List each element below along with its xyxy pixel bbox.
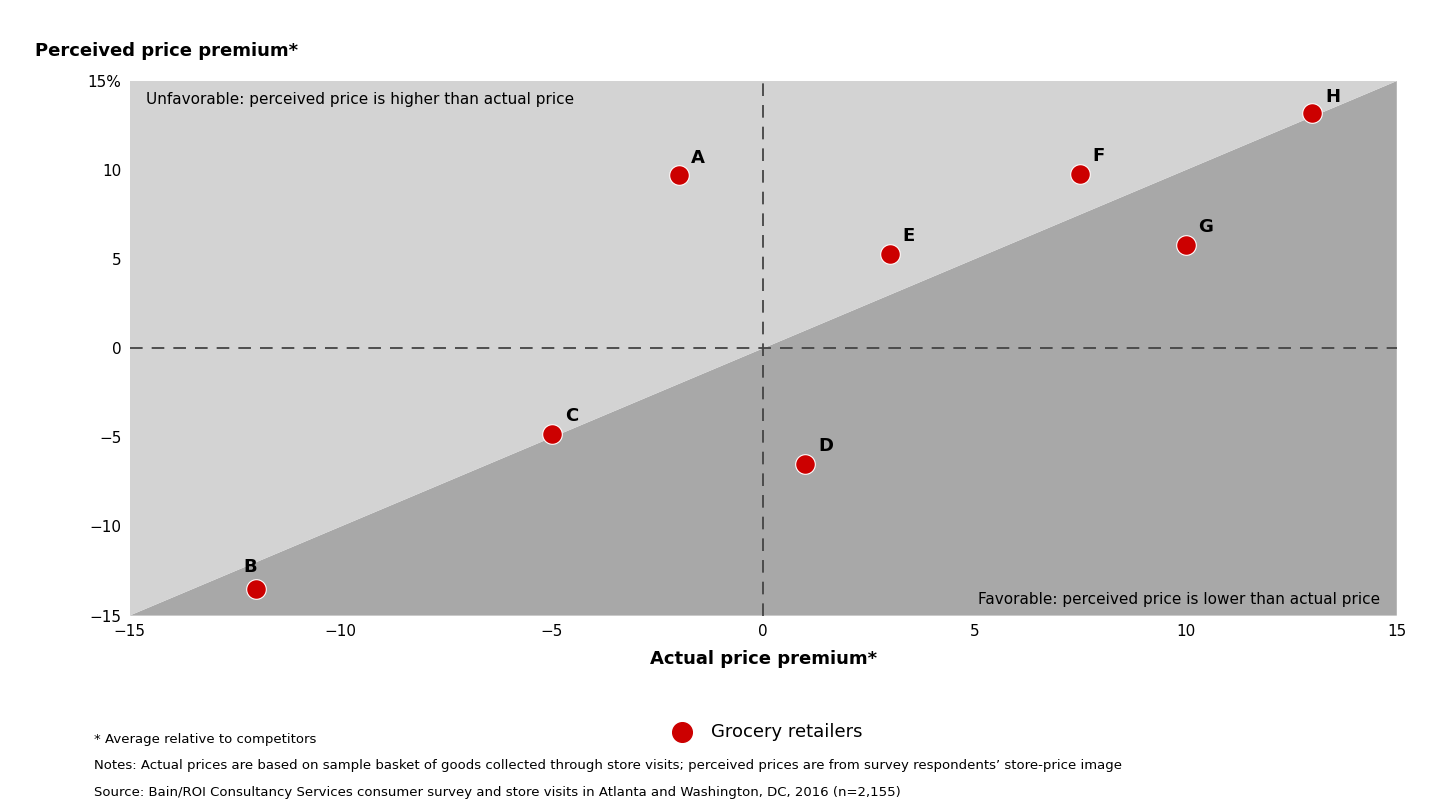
Point	[1068, 167, 1092, 180]
X-axis label: Actual price premium*: Actual price premium*	[649, 650, 877, 668]
Text: Favorable: perceived price is lower than actual price: Favorable: perceived price is lower than…	[978, 591, 1380, 607]
Text: F: F	[1093, 147, 1104, 164]
Text: D: D	[818, 437, 834, 455]
Point	[245, 582, 268, 595]
Point	[878, 247, 901, 260]
Point	[667, 169, 690, 182]
Text: * Average relative to competitors: * Average relative to competitors	[94, 733, 315, 746]
Point	[1174, 238, 1197, 251]
Text: Notes: Actual prices are based on sample basket of goods collected through store: Notes: Actual prices are based on sample…	[94, 759, 1122, 772]
Polygon shape	[130, 81, 1397, 616]
Text: Perceived price premium*: Perceived price premium*	[35, 41, 298, 60]
Text: E: E	[903, 227, 914, 245]
Legend: Grocery retailers: Grocery retailers	[657, 715, 870, 748]
Text: G: G	[1198, 218, 1212, 236]
Text: A: A	[691, 148, 706, 167]
Text: H: H	[1325, 88, 1341, 106]
Point	[793, 458, 816, 471]
Text: B: B	[243, 558, 258, 577]
Point	[1300, 107, 1323, 120]
Text: Unfavorable: perceived price is higher than actual price: Unfavorable: perceived price is higher t…	[147, 92, 575, 107]
Polygon shape	[130, 81, 1397, 616]
Point	[540, 428, 563, 441]
Text: C: C	[564, 407, 577, 425]
Text: Source: Bain/ROI Consultancy Services consumer survey and store visits in Atlant: Source: Bain/ROI Consultancy Services co…	[94, 786, 900, 799]
